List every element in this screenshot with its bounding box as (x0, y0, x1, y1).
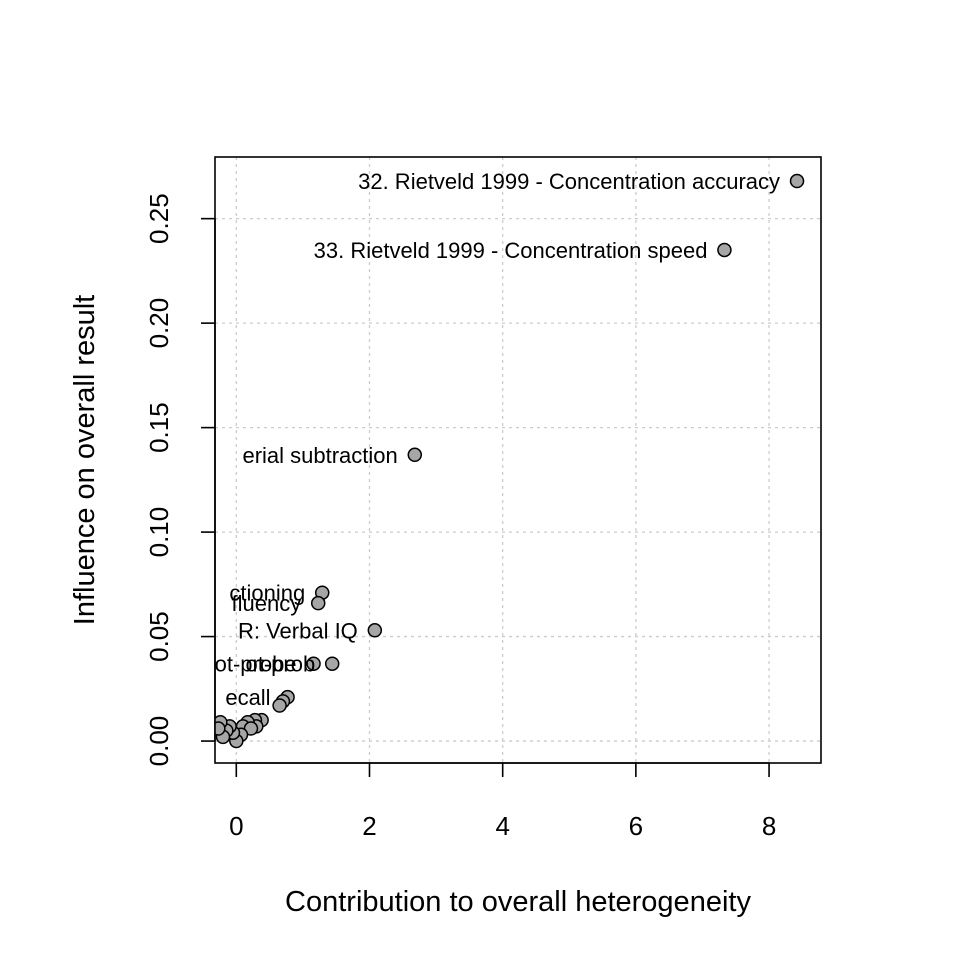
y-tick-label: 0.10 (144, 507, 174, 558)
data-point (324, 656, 340, 671)
data-point (717, 242, 732, 258)
data-point (310, 595, 326, 611)
point-label: 33. Rietveld 1999 - Concentration speed (314, 238, 708, 263)
y-tick-label: 0.00 (144, 716, 174, 767)
point-label: ot-prob (245, 652, 315, 677)
y-tick-label: 0.20 (144, 298, 174, 349)
data-point (407, 447, 423, 463)
y-tick-label: 0.25 (144, 193, 174, 244)
data-point (272, 698, 287, 713)
point-label: ctioning (229, 581, 305, 606)
point-label: fluency (232, 591, 302, 616)
point-label: erial subtraction (242, 443, 397, 468)
data-point (789, 173, 805, 189)
point-label: ecall (225, 685, 270, 710)
plot-frame (214, 156, 822, 764)
point-label: R: Verbal IQ (238, 618, 358, 643)
data-point (367, 623, 383, 638)
point-label: 32. Rietveld 1999 - Concentration accura… (358, 169, 780, 194)
x-axis-title: Contribution to overall heterogeneity (285, 886, 751, 918)
x-tick-label: 4 (495, 811, 509, 841)
x-tick-label: 8 (762, 811, 776, 841)
x-tick-label: 6 (629, 811, 643, 841)
point-label: ot-probe (215, 652, 297, 677)
y-tick-label: 0.15 (144, 402, 174, 453)
y-tick-label: 0.05 (144, 611, 174, 662)
gridlines (215, 157, 821, 763)
point-labels: 32. Rietveld 1999 - Concentration accura… (215, 169, 780, 710)
x-tick-label: 0 (229, 811, 243, 841)
data-point (215, 721, 226, 736)
data-points (215, 173, 805, 749)
y-axis-title: Influence on overall result (69, 295, 101, 625)
x-tick-label: 2 (362, 811, 376, 841)
data-point (306, 656, 321, 671)
